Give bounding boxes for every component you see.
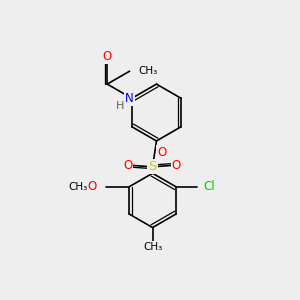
Text: CH₃: CH₃ [143, 242, 162, 252]
Text: O: O [103, 50, 112, 63]
Text: O: O [157, 146, 166, 159]
Text: H: H [116, 100, 124, 110]
Text: S: S [148, 160, 157, 173]
Text: CH₃: CH₃ [68, 182, 87, 192]
Text: O: O [172, 159, 181, 172]
Text: Cl: Cl [203, 180, 215, 193]
Text: CH₃: CH₃ [139, 66, 158, 76]
Text: O: O [88, 180, 97, 193]
Text: N: N [125, 92, 134, 105]
Text: O: O [123, 159, 132, 172]
